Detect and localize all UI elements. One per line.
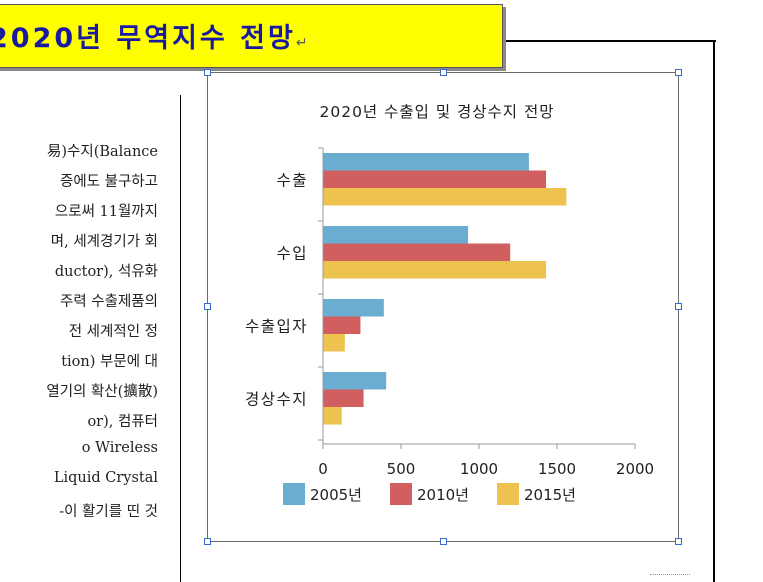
column-divider bbox=[180, 95, 181, 582]
bar-1-3 bbox=[323, 188, 567, 206]
title-banner[interactable]: 2020년 무역지수 전망↵ bbox=[0, 4, 503, 68]
category-label: 수출 bbox=[276, 171, 308, 189]
body-text-line: 주력 수출제품의 bbox=[60, 294, 158, 310]
body-text-line: 증에도 불구하고 bbox=[60, 174, 158, 190]
body-text-line: tion) 부문에 대 bbox=[61, 354, 158, 370]
page-frame-right bbox=[713, 40, 715, 582]
body-text-line: -이 활기를 띤 것 bbox=[59, 504, 158, 520]
chart-title: 2020년 수출입 및 경상수지 전망 bbox=[319, 103, 554, 121]
x-tick-label: 1500 bbox=[538, 460, 576, 478]
page-frame-top bbox=[505, 40, 716, 42]
legend-swatch bbox=[497, 483, 519, 505]
x-tick-label: 2000 bbox=[616, 460, 654, 478]
body-text-line: 易)수지(Balance bbox=[46, 144, 158, 160]
banner-title: 2020년 무역지수 전망↵ bbox=[0, 16, 308, 55]
legend-label: 2010년 bbox=[417, 486, 469, 504]
x-tick-label: 1000 bbox=[460, 460, 498, 478]
resize-handle-top[interactable] bbox=[440, 69, 447, 76]
paragraph-mark-icon: ↵ bbox=[295, 35, 308, 51]
resize-handle-right[interactable] bbox=[675, 303, 682, 310]
banner-title-text: 2020년 무역지수 전망 bbox=[0, 23, 296, 54]
resize-handle-bottom[interactable] bbox=[440, 538, 447, 545]
resize-handle-top-left[interactable] bbox=[204, 69, 211, 76]
bar-1-1 bbox=[323, 153, 529, 171]
bar-1-2 bbox=[323, 170, 547, 188]
body-text-line: 열기의 확산(擴散) bbox=[46, 384, 158, 400]
legend-label: 2015년 bbox=[524, 486, 576, 504]
legend-swatch bbox=[390, 483, 412, 505]
resize-handle-bottom-left[interactable] bbox=[204, 538, 211, 545]
bar-3-2 bbox=[323, 316, 361, 334]
bar-2-3 bbox=[323, 261, 547, 279]
resize-handle-left[interactable] bbox=[204, 303, 211, 310]
category-label: 수입 bbox=[276, 244, 308, 262]
bar-3-3 bbox=[323, 334, 345, 352]
category-label: 수출입자 bbox=[245, 317, 308, 335]
body-text-line: or), 컴퓨터 bbox=[87, 414, 158, 430]
legend-label: 2005년 bbox=[310, 486, 362, 504]
body-text-line: 며, 세계경기가 회 bbox=[50, 234, 158, 250]
body-text-line: Liquid Crystal bbox=[53, 470, 158, 486]
x-tick-label: 0 bbox=[318, 460, 328, 478]
bar-4-3 bbox=[323, 407, 342, 425]
body-text-line: o Wireless bbox=[81, 440, 158, 456]
page-margin-guide bbox=[650, 574, 690, 576]
category-label: 경상수지 bbox=[245, 390, 308, 408]
body-text-line: ductor), 석유화 bbox=[54, 264, 158, 280]
chart-object[interactable] bbox=[207, 72, 679, 542]
x-tick-label: 500 bbox=[387, 460, 416, 478]
bar-2-2 bbox=[323, 243, 511, 261]
resize-handle-bottom-right[interactable] bbox=[675, 538, 682, 545]
bar-2-1 bbox=[323, 226, 469, 244]
bar-4-2 bbox=[323, 389, 364, 407]
body-text-line: 전 세계적인 정 bbox=[68, 324, 158, 340]
legend-swatch bbox=[283, 483, 305, 505]
body-text-line: 으로써 11월까지 bbox=[54, 204, 158, 220]
bar-4-1 bbox=[323, 372, 387, 390]
bar-3-1 bbox=[323, 299, 384, 317]
resize-handle-top-right[interactable] bbox=[675, 69, 682, 76]
